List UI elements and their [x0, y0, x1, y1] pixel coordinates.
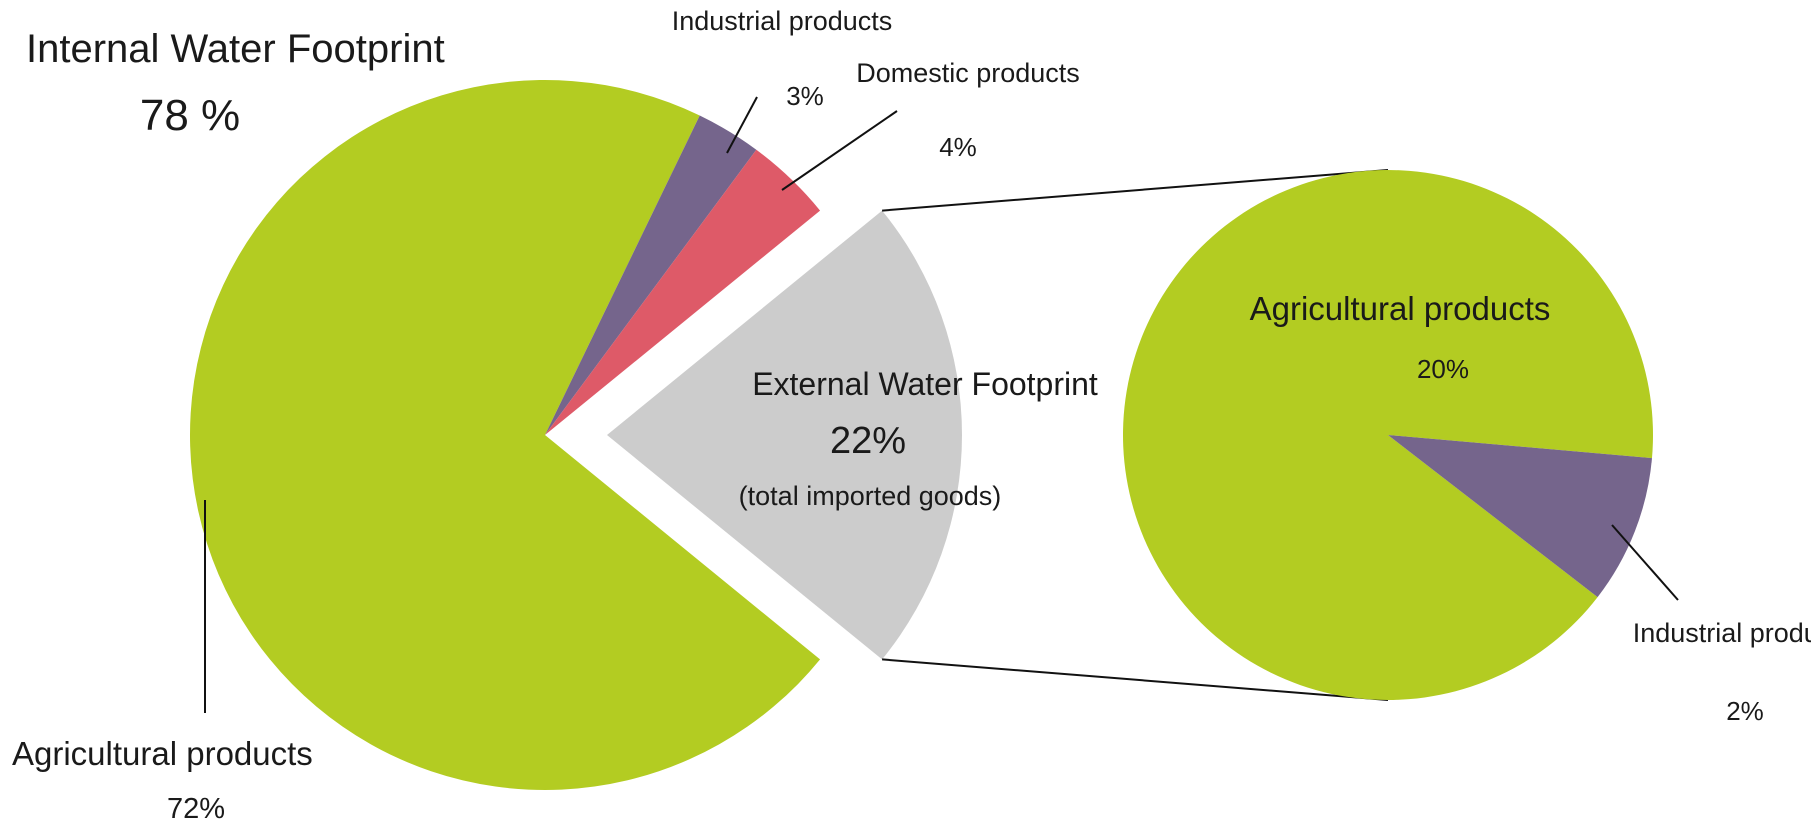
label-agricultural-products-value: 72%: [167, 793, 225, 820]
label-imported-industrial-products: Industrial products: [1633, 618, 1811, 648]
label-external-footprint: External Water Footprint: [752, 366, 1098, 402]
internal-footprint-title: Internal Water Footprint: [26, 27, 445, 71]
label-agricultural-products: Agricultural products: [12, 735, 313, 772]
label-domestic-products: Domestic products: [856, 58, 1080, 88]
leader-line-imported-industrial: [1611, 524, 1679, 601]
main-pie: [189, 79, 962, 790]
label-industrial-products-name: Industrial products: [672, 6, 893, 36]
label-domestic-products-value: 4%: [939, 132, 977, 162]
leader-line-industrial: [726, 96, 758, 154]
label-industrial-products: Industrial products: [672, 6, 893, 36]
leader-line-domestic: [781, 110, 898, 191]
internal-footprint-value: 78 %: [140, 91, 240, 140]
slice-external-water-footprint: [607, 210, 962, 660]
slice-industrial-products: [545, 115, 757, 435]
slice-domestic-products: [545, 149, 821, 435]
label-external-footprint-note: (total imported goods): [739, 481, 1002, 511]
slice-imported-agricultural-products: [1122, 170, 1653, 701]
connector-line-top: [882, 169, 1389, 212]
label-imported-industrial-products-value: 2%: [1726, 696, 1764, 726]
label-external-footprint-value: 22%: [830, 420, 906, 462]
slice-agricultural-products: [189, 79, 821, 790]
label-imported-agricultural-products: Agricultural products: [1250, 290, 1551, 327]
secondary-pie: [1122, 170, 1653, 701]
connector-line-bottom: [882, 658, 1389, 701]
label-imported-agricultural-products-value: 20%: [1417, 354, 1469, 384]
slice-imported-industrial-products: [1388, 435, 1652, 598]
label-industrial-products-value: 3%: [786, 81, 824, 111]
